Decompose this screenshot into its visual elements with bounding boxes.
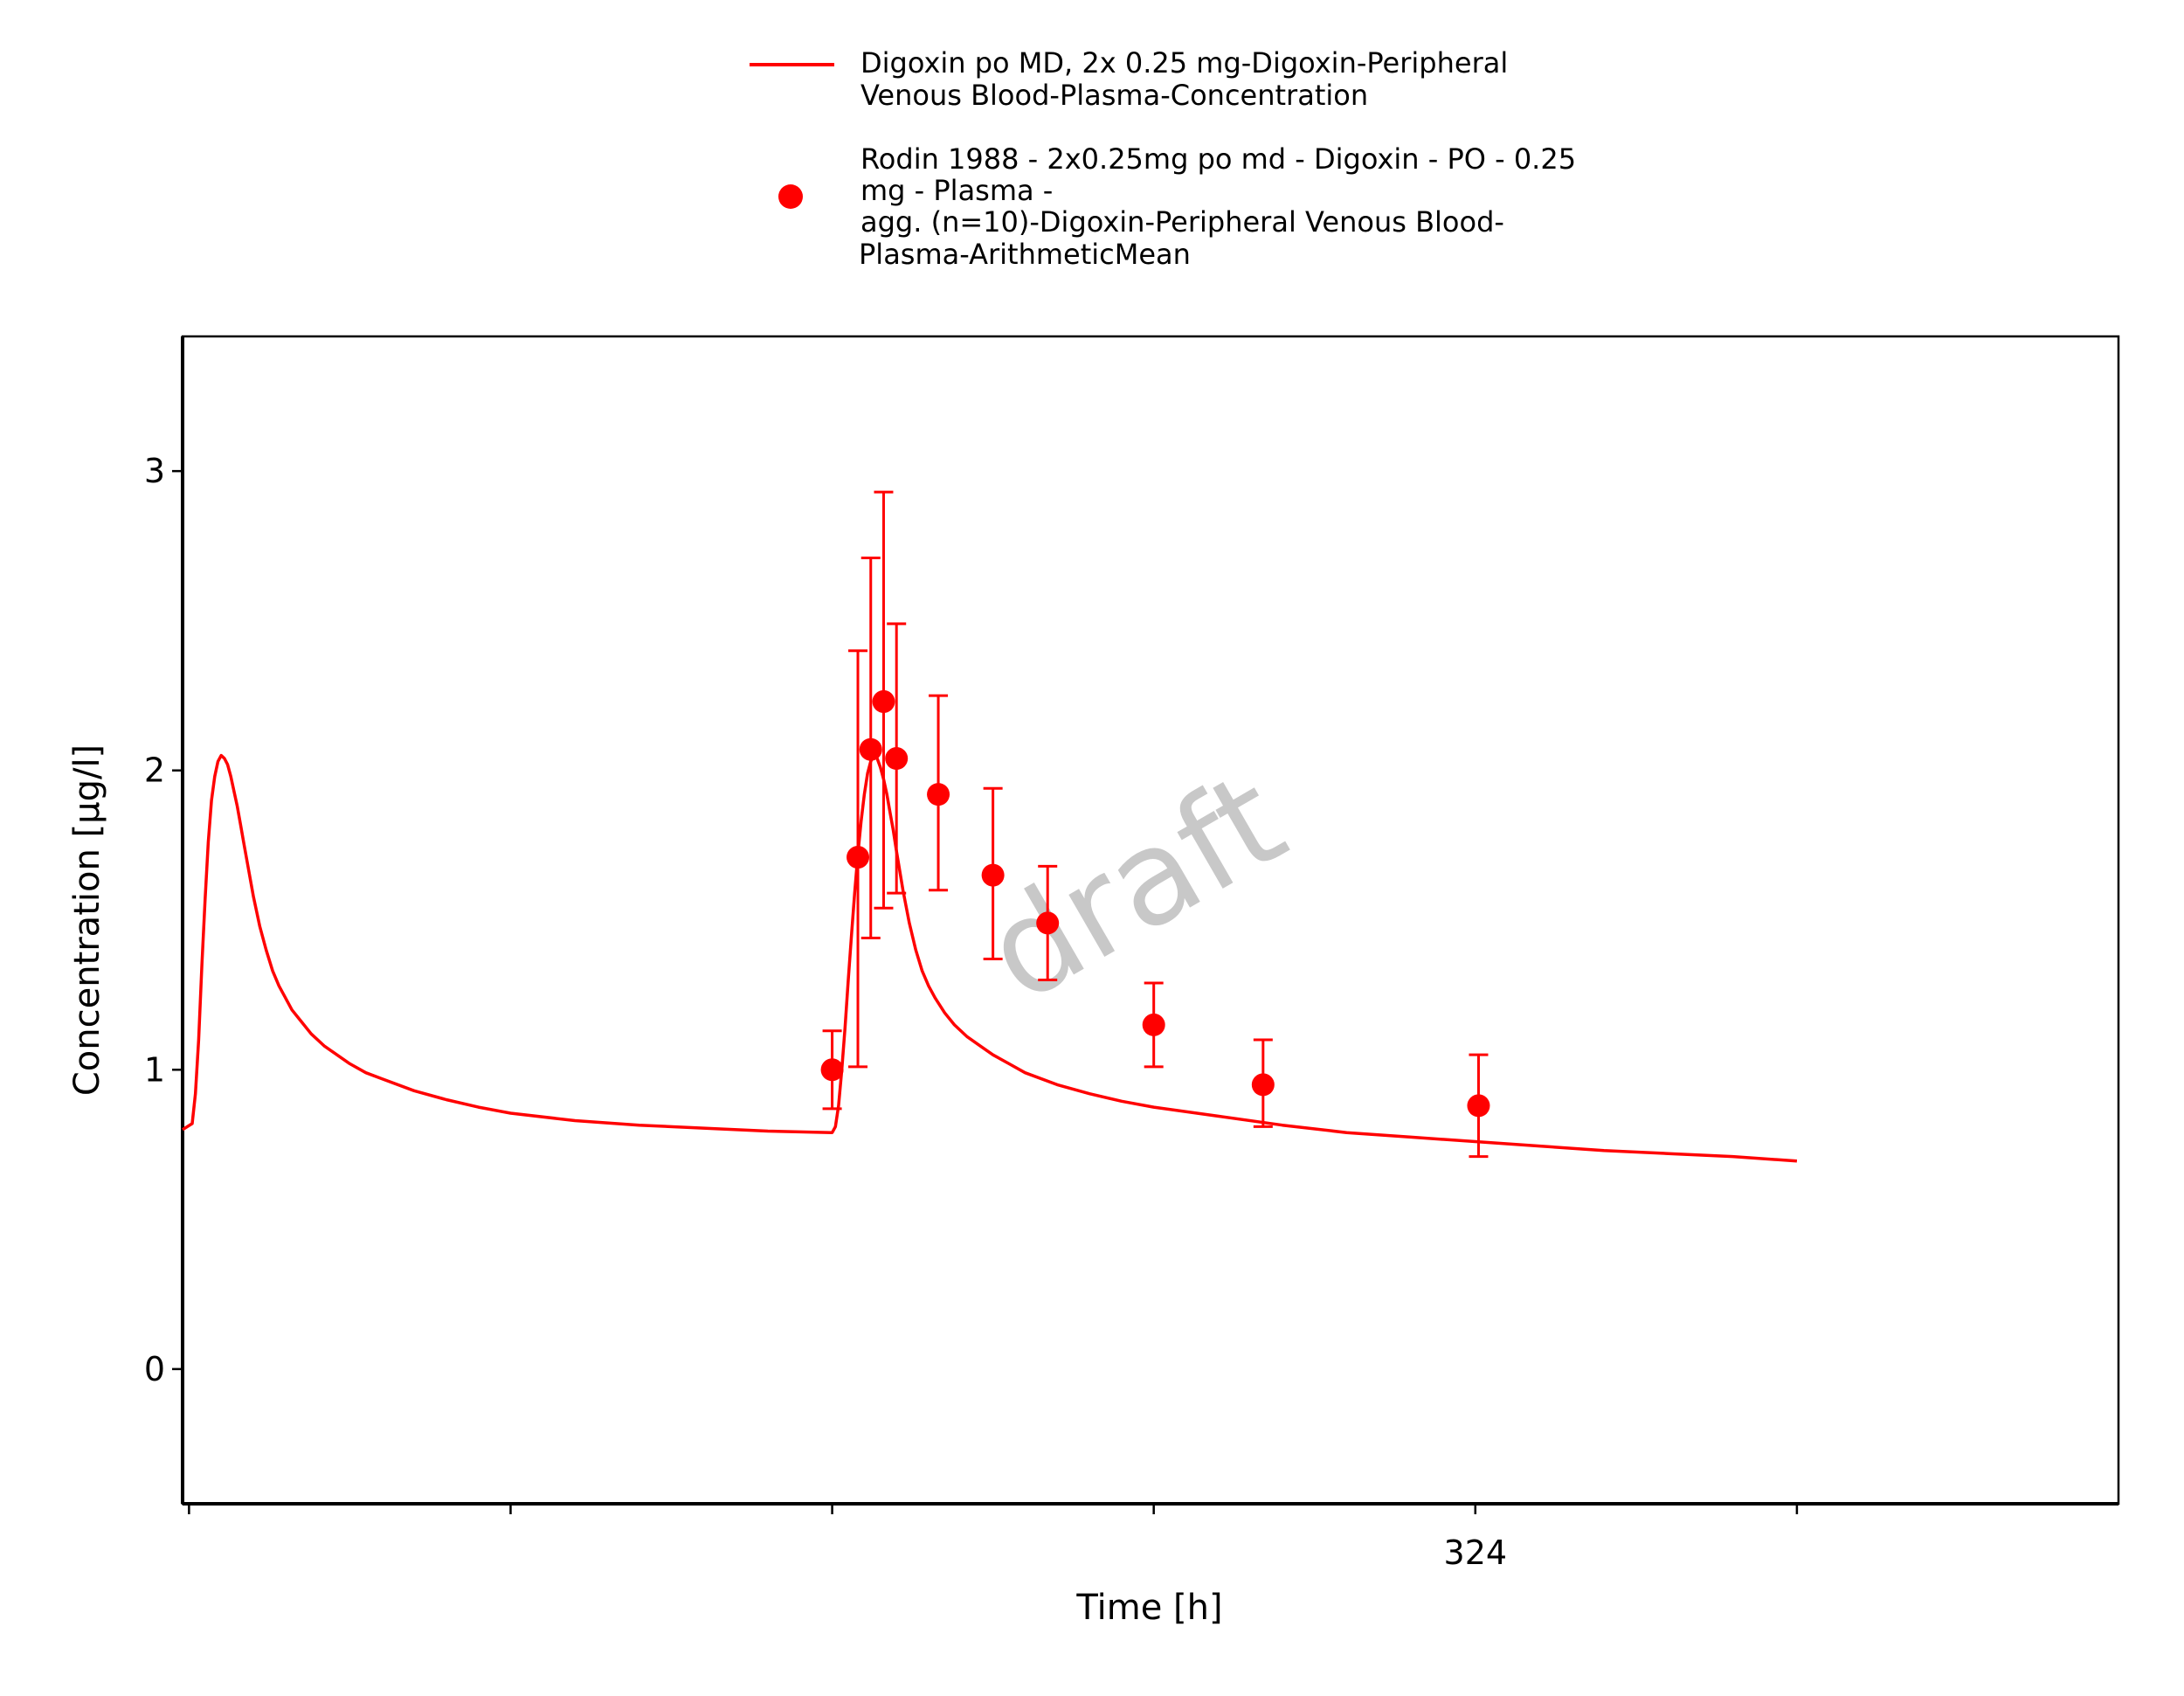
observed-data-point: [859, 737, 882, 761]
y-tick-label: 2: [144, 751, 165, 790]
data-points: [820, 689, 1490, 1118]
y-axis-title: Concentration [µg/l]: [67, 744, 107, 1096]
legend-label-observed-line-3: agg. (n=10)-Digoxin-Peripheral Venous Bl…: [860, 205, 1504, 239]
observed-data-point: [885, 747, 909, 771]
y-tick-label: 1: [144, 1050, 165, 1089]
legend: Digoxin po MD, 2x 0.25 mg-Digoxin-Periph…: [750, 46, 1576, 271]
y-tick-label: 3: [144, 452, 165, 490]
x-axis-title: Time [h]: [1075, 1588, 1222, 1628]
legend-label-observed-line-4: Plasma-ArithmeticMean: [859, 238, 1191, 271]
observed-data-point: [872, 689, 895, 713]
x-axis-ticks: 324: [188, 1504, 1799, 1572]
y-tick-label: 0: [144, 1350, 165, 1388]
x-tick-label: 324: [1444, 1533, 1508, 1572]
observed-data-point: [1036, 911, 1060, 935]
observed-data-point: [847, 846, 870, 869]
observed-data-point: [981, 863, 1005, 887]
legend-label-observed-line-1: Rodin 1988 - 2x0.25mg po md - Digoxin - …: [860, 142, 1576, 176]
observed-data-point: [820, 1058, 844, 1082]
legend-label-simulation-line-1: Digoxin po MD, 2x 0.25 mg-Digoxin-Periph…: [860, 46, 1508, 80]
y-axis-ticks: 0 1 2 3: [144, 452, 183, 1388]
observed-data-point: [1251, 1073, 1275, 1097]
legend-label-observed-line-2: mg - Plasma -: [860, 174, 1053, 207]
legend-label-simulation-line-2: Venous Blood-Plasma-Concentration: [860, 79, 1368, 112]
observed-data-point: [1467, 1094, 1490, 1118]
observed-data-point: [1142, 1013, 1165, 1036]
legend-point-swatch: [778, 184, 803, 209]
observed-data-point: [927, 783, 950, 806]
